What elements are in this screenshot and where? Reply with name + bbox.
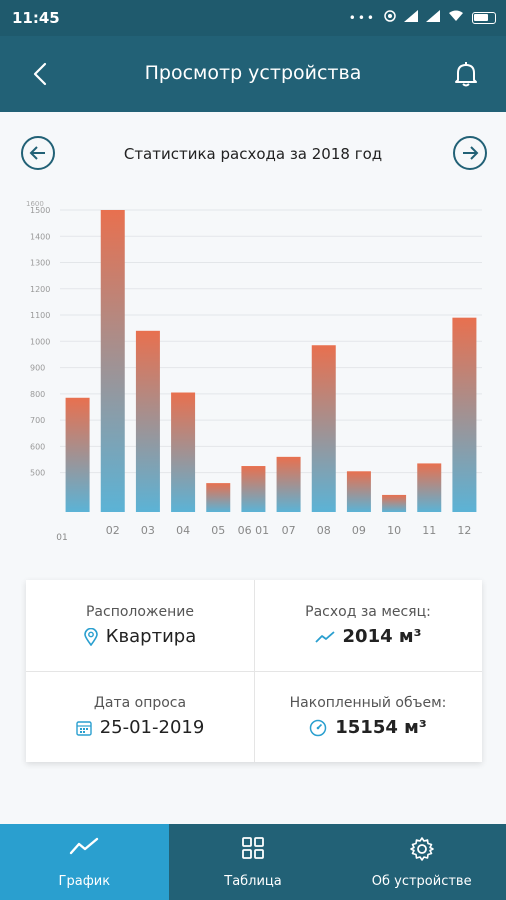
y-tick-label: 1000 bbox=[30, 337, 50, 346]
total-label: Накопленный объем: bbox=[289, 695, 447, 711]
y-tick-label: 600 bbox=[30, 442, 45, 451]
y-tick-label-top: 1600 bbox=[26, 200, 44, 208]
tab-table[interactable]: Таблица bbox=[169, 824, 338, 900]
location-label: Расположение bbox=[85, 604, 195, 620]
x-tick-label: 03 bbox=[141, 524, 155, 537]
app-bar: Просмотр устройства bbox=[0, 36, 506, 112]
y-tick-label: 1400 bbox=[30, 232, 50, 241]
status-bar: 11:45 ••• bbox=[0, 0, 506, 36]
gauge-icon bbox=[310, 719, 327, 736]
monthly-value: 2014 м³ bbox=[342, 626, 422, 647]
x-tick-label: 12 bbox=[457, 524, 471, 537]
tab-chart[interactable]: График bbox=[0, 824, 169, 900]
y-tick-label: 900 bbox=[30, 364, 45, 373]
page-title: Просмотр устройства bbox=[144, 62, 362, 84]
battery-icon bbox=[472, 11, 496, 24]
bar-01 bbox=[65, 397, 90, 512]
y-tick-label: 1200 bbox=[30, 285, 50, 294]
tab-chart-label: График bbox=[58, 874, 111, 889]
signal-icon bbox=[404, 10, 418, 25]
monthly-label: Расход за месяц: bbox=[305, 604, 431, 620]
x-tick-label: 11 bbox=[422, 524, 436, 537]
bar-05 bbox=[206, 483, 231, 512]
bar-07 bbox=[276, 456, 301, 512]
next-year-button[interactable] bbox=[453, 136, 487, 170]
bar-12 bbox=[452, 317, 477, 512]
horizontal-divider bbox=[26, 671, 482, 672]
y-tick-label: 1500 bbox=[30, 206, 50, 215]
total-value: 15154 м³ bbox=[335, 717, 427, 738]
total-value-row: 15154 м³ bbox=[254, 717, 482, 738]
bar-04 bbox=[171, 392, 196, 512]
x-tick-label: 04 bbox=[176, 524, 190, 537]
x-tick-label: 10 bbox=[387, 524, 401, 537]
location-value: Квартира bbox=[105, 626, 197, 647]
status-icons: ••• bbox=[349, 10, 496, 25]
notifications-button[interactable] bbox=[448, 56, 484, 92]
y-tick-label: 1300 bbox=[30, 259, 50, 268]
x-tick-label: 07 bbox=[282, 524, 296, 537]
date-label: Дата опроса bbox=[93, 695, 187, 711]
y-tick-label: 800 bbox=[30, 390, 45, 399]
date-cell: Дата опроса 25-01-2019 bbox=[26, 671, 254, 762]
back-button[interactable] bbox=[22, 56, 58, 92]
x-tick-label: 01 bbox=[56, 533, 67, 543]
bottom-navigation: График Таблица Об устройстве bbox=[0, 824, 506, 900]
gear-icon bbox=[409, 837, 434, 861]
location-pin-icon bbox=[83, 627, 98, 646]
chart-line-icon bbox=[70, 837, 99, 855]
chevron-left-icon bbox=[33, 62, 47, 86]
alarm-icon bbox=[384, 10, 396, 25]
y-tick-label: 700 bbox=[30, 416, 45, 425]
bar-11 bbox=[417, 463, 442, 512]
trend-line-icon bbox=[314, 630, 335, 643]
more-dots-icon: ••• bbox=[348, 10, 376, 25]
date-value: 25-01-2019 bbox=[99, 717, 205, 738]
tab-about-device-label: Об устройстве bbox=[371, 874, 472, 889]
x-tick-label: 09 bbox=[352, 524, 366, 537]
bar-08 bbox=[311, 345, 336, 512]
status-time: 11:45 bbox=[12, 9, 60, 27]
bar-chart-svg: 5006007008009001000110012001300140015001… bbox=[26, 200, 482, 543]
bar-06 bbox=[241, 466, 266, 512]
wifi-icon bbox=[448, 10, 464, 25]
chart-title: Статистика расхода за 2018 год bbox=[123, 145, 383, 163]
x-tick-label: 08 bbox=[317, 524, 331, 537]
location-cell: Расположение Квартира bbox=[26, 580, 254, 671]
monthly-cell: Расход за месяц: 2014 м³ bbox=[254, 580, 482, 671]
x-tick-label: 02 bbox=[106, 524, 120, 537]
bar-09 bbox=[346, 471, 371, 512]
info-card: Расположение Квартира Расход за месяц: 2… bbox=[26, 580, 482, 762]
tab-about-device[interactable]: Об устройстве bbox=[337, 824, 506, 900]
signal-icon-2 bbox=[426, 10, 440, 25]
arrow-right-icon bbox=[463, 146, 479, 160]
arrow-left-icon bbox=[29, 146, 45, 160]
calendar-icon bbox=[75, 720, 92, 736]
bar-02 bbox=[100, 210, 125, 512]
previous-year-button[interactable] bbox=[21, 136, 55, 170]
total-cell: Накопленный объем: 15154 м³ bbox=[254, 671, 482, 762]
chart-header: Статистика расхода за 2018 год bbox=[0, 112, 506, 192]
location-value-row: Квартира bbox=[26, 626, 254, 647]
y-tick-label: 500 bbox=[30, 469, 45, 478]
grid-icon bbox=[242, 837, 264, 859]
bar-03 bbox=[135, 330, 160, 512]
y-tick-label: 1100 bbox=[30, 311, 50, 320]
bar-chart: 500 600 700 800 900 1000 1100 1200 1300 1400 1500 1… bbox=[0, 192, 506, 552]
date-value-row: 25-01-2019 bbox=[26, 717, 254, 738]
bar-10 bbox=[382, 494, 407, 512]
x-tick-label: 06 01 bbox=[238, 524, 270, 537]
tab-table-label: Таблица bbox=[224, 874, 282, 889]
monthly-value-row: 2014 м³ bbox=[254, 626, 482, 647]
bell-icon bbox=[455, 62, 477, 87]
x-tick-label: 05 bbox=[211, 524, 225, 537]
